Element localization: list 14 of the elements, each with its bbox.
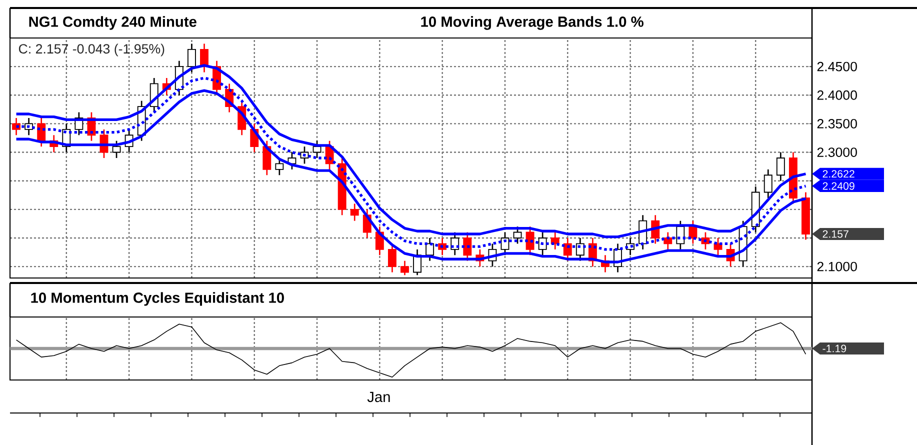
data-label: 2.2409	[822, 182, 854, 190]
data-label: 2.2622	[822, 170, 854, 178]
text: 2.157	[822, 230, 848, 238]
text: -1.19	[822, 344, 846, 352]
y-tick-label: 2.3000	[817, 148, 857, 157]
x-axis-title: Jan	[367, 392, 390, 402]
y-tick-label: 2.4500	[817, 62, 857, 72]
chart-subtitle: 10 Moving Average Bands 1.0 %	[421, 16, 644, 30]
chart-title: NG1 Comdty 240 Minute	[29, 16, 196, 30]
y-tick-label: 2.1000	[817, 262, 857, 272]
chart-title: 10 Momentum Cycles Equidistant 10	[31, 292, 284, 306]
y-tick-label: 2.4000	[817, 90, 857, 100]
annotation: C: 2.157 -0.043 (-1.95%)	[18, 44, 164, 56]
y-tick-label: 2.3500	[817, 118, 857, 128]
